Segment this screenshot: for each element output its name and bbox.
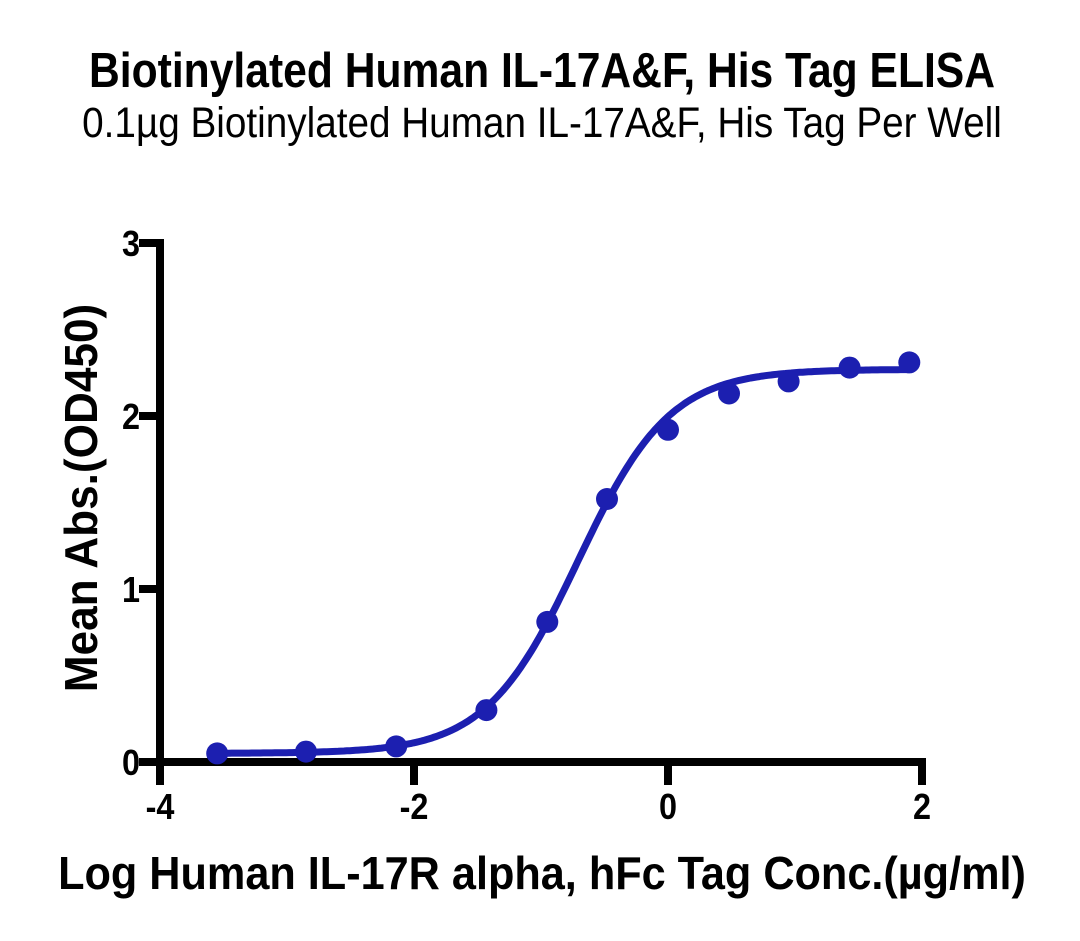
y-tick-label-group: 0 bbox=[122, 743, 140, 783]
x-tick-label-group: 0 bbox=[659, 787, 677, 827]
x-tick-label: -4 bbox=[146, 787, 175, 827]
x-tick-label: 2 bbox=[913, 787, 931, 827]
y-tick-label: 2 bbox=[122, 397, 140, 437]
data-point bbox=[475, 699, 498, 722]
x-axis-label: Log Human IL-17R alpha, hFc Tag Conc.(µg… bbox=[58, 849, 1026, 899]
x-tick-label: -2 bbox=[400, 787, 429, 827]
y-tick-label: 0 bbox=[122, 743, 140, 783]
data-point bbox=[385, 735, 408, 758]
data-point bbox=[898, 351, 921, 374]
chart-title: Biotinylated Human IL-17A&F, His Tag ELI… bbox=[89, 42, 995, 97]
chart-subtitle: 0.1µg Biotinylated Human IL-17A&F, His T… bbox=[82, 98, 1002, 146]
data-point bbox=[777, 370, 800, 393]
data-point bbox=[596, 488, 618, 510]
y-tick-label: 1 bbox=[122, 570, 140, 610]
x-tick-label: 0 bbox=[659, 787, 677, 827]
data-point bbox=[657, 418, 679, 441]
tick-labels: 0 1 2 3 -4 -2 0 2 bbox=[122, 224, 931, 827]
data-point bbox=[295, 740, 317, 763]
data-points bbox=[206, 351, 921, 765]
axes bbox=[139, 239, 926, 785]
fit-curve bbox=[213, 366, 913, 757]
data-point bbox=[536, 610, 559, 633]
y-tick-label: 3 bbox=[122, 224, 140, 264]
y-tick-label-group: 1 bbox=[122, 570, 140, 610]
data-point bbox=[838, 356, 861, 379]
y-tick-label-group: 2 bbox=[122, 397, 140, 437]
x-tick-label-group: -4 bbox=[146, 787, 175, 827]
y-tick-label-group: 3 bbox=[122, 224, 140, 264]
data-point bbox=[718, 382, 740, 405]
x-tick-label-group: 2 bbox=[913, 787, 931, 827]
data-point bbox=[206, 742, 229, 765]
x-tick-label-group: -2 bbox=[400, 787, 429, 827]
y-axis-label: Mean Abs.(OD450) bbox=[55, 304, 107, 692]
